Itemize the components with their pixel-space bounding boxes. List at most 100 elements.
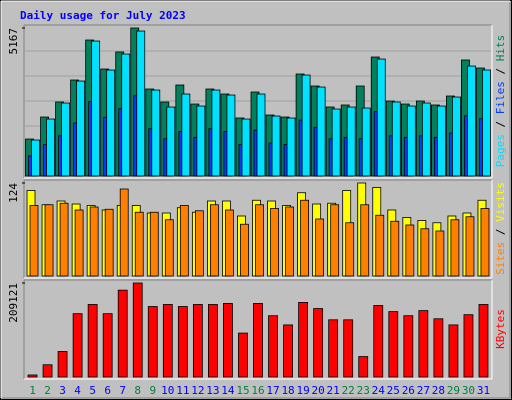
x-tick-label: 20 (312, 384, 325, 397)
bar (482, 69, 491, 177)
bar (179, 205, 189, 277)
x-tick-label: 29 (447, 384, 460, 397)
x-tick-label: 26 (402, 384, 415, 397)
bar (87, 304, 98, 378)
bar (136, 30, 146, 177)
bar (192, 304, 203, 378)
bar (391, 101, 401, 177)
bar (181, 93, 191, 177)
bar (435, 230, 445, 277)
x-tick-label: 10 (161, 384, 174, 397)
x-tick-label: 22 (342, 384, 355, 397)
bar (91, 40, 101, 177)
y-tick-label: 209121 (7, 283, 20, 323)
x-tick-label: 17 (266, 384, 279, 397)
bar (42, 364, 53, 378)
legend: Pages / Files / Hits (494, 35, 507, 168)
bar (478, 304, 489, 378)
bar (361, 107, 371, 177)
x-tick-label: 28 (432, 384, 445, 397)
legend-entry: Files (494, 81, 507, 114)
bar (104, 208, 114, 277)
x-tick-label: 7 (119, 384, 126, 397)
bar (313, 308, 324, 378)
bar (330, 204, 340, 277)
bar (102, 313, 113, 378)
bar (106, 69, 116, 177)
bar (253, 303, 263, 378)
bar (452, 96, 461, 177)
x-tick-label: 21 (327, 384, 340, 397)
bar (226, 94, 236, 177)
bar (121, 53, 131, 177)
bar (256, 93, 266, 177)
bar (46, 118, 55, 177)
bar (211, 89, 221, 177)
x-tick-label: 31 (477, 384, 490, 397)
bar (44, 204, 54, 277)
bar (210, 204, 219, 277)
bar (177, 306, 188, 378)
x-tick-label: 14 (221, 384, 235, 397)
x-tick-label: 13 (206, 384, 219, 397)
legend-entry: Sites (494, 242, 507, 275)
legend: Sites / Visits (494, 182, 507, 275)
bar (271, 115, 281, 177)
x-tick-label: 5 (89, 384, 96, 397)
bar (405, 224, 415, 277)
x-tick-label: 15 (236, 384, 249, 397)
bar (463, 314, 474, 378)
y-tick-label: 124 (7, 183, 20, 203)
bar (149, 211, 159, 277)
bar (300, 199, 309, 277)
bar (132, 282, 143, 378)
bar (147, 306, 158, 378)
bar (76, 80, 86, 177)
bar (119, 188, 129, 277)
legend-separator: / (494, 61, 507, 81)
bar (151, 89, 161, 177)
bar (196, 105, 206, 177)
bar (27, 374, 38, 378)
x-tick-label: 30 (462, 384, 475, 397)
bar (315, 218, 325, 277)
legend-separator: / (494, 222, 507, 242)
x-tick-label: 2 (44, 384, 51, 397)
bar (465, 216, 475, 277)
legend-entry: Pages (494, 134, 507, 167)
bar (450, 219, 460, 277)
bar (388, 311, 399, 378)
x-tick-label: 16 (251, 384, 264, 397)
bar (360, 204, 370, 277)
bar (241, 118, 251, 177)
x-tick-label: 9 (149, 384, 156, 397)
x-tick-label: 6 (104, 384, 111, 397)
legend-entry: KBytes (494, 309, 507, 349)
bar (448, 324, 459, 378)
x-tick-label: 12 (191, 384, 204, 397)
x-tick-label: 4 (74, 384, 81, 397)
bar (238, 332, 248, 378)
x-tick-label: 23 (357, 384, 370, 397)
bar (346, 106, 356, 177)
bar (57, 351, 68, 378)
bar (375, 214, 385, 277)
bar (134, 211, 144, 277)
bar (255, 204, 264, 277)
bar (117, 289, 128, 378)
bar (240, 223, 249, 277)
bar (467, 65, 476, 177)
bar (89, 206, 99, 277)
x-tick-label: 19 (296, 384, 309, 397)
legend: KBytes (494, 309, 507, 349)
bar (223, 303, 233, 378)
bar (286, 117, 296, 177)
bar (298, 302, 308, 378)
x-tick-label: 24 (372, 384, 386, 397)
bar (301, 74, 311, 177)
bar (436, 105, 446, 177)
x-tick-label: 8 (134, 384, 141, 397)
legend-separator: / (494, 114, 507, 134)
bar (328, 319, 339, 378)
